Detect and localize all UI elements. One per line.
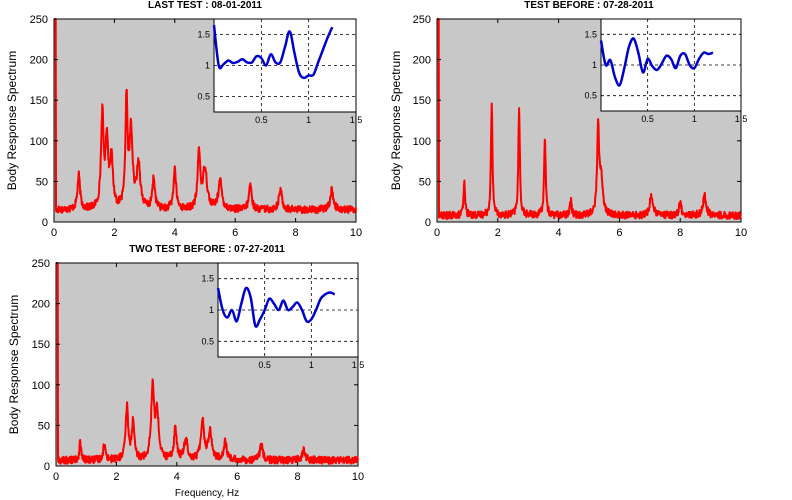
spectrum-series [436, 18, 742, 220]
panel-title: LAST TEST : 08-01-2011 [148, 0, 262, 11]
x-tick-label: 4 [172, 227, 178, 239]
y-tick-label: 50 [38, 420, 50, 432]
y-tick-label: 200 [32, 299, 50, 311]
y-tick-label: 50 [419, 176, 431, 188]
y-tick-label: 100 [32, 380, 50, 392]
y-tick-label: 100 [413, 136, 431, 148]
panel-title: TWO TEST BEFORE : 07-27-2011 [129, 244, 285, 255]
x-axis-label: Frequency, Hz [175, 488, 239, 499]
y-axis-label: Body Response Spectrum [5, 51, 19, 190]
x-tick-label: 10 [352, 471, 364, 483]
y-axis-label: Body Response Spectrum [389, 51, 403, 190]
inset-x-tick-label: 1.5 [350, 115, 363, 125]
inset-x-tick-label: 1 [309, 360, 314, 370]
spectrum-series [55, 262, 359, 465]
x-tick-label: 2 [495, 227, 501, 239]
inset-y-tick-label: 1 [205, 61, 210, 71]
x-tick-label: 0 [434, 227, 440, 239]
x-tick-label: 8 [295, 471, 301, 483]
y-tick-label: 50 [36, 176, 48, 188]
inset-y-tick-label: 1.5 [197, 30, 210, 40]
y-tick-label: 100 [30, 136, 48, 148]
y-tick-label: 0 [44, 461, 50, 473]
inset-area [213, 18, 357, 113]
x-tick-label: 4 [174, 471, 180, 483]
x-tick-label: 8 [293, 227, 299, 239]
inset-y-tick-label: 1.5 [584, 29, 597, 39]
x-tick-label: 0 [53, 471, 59, 483]
inset-y-tick-label: 1 [592, 60, 597, 70]
y-tick-label: 0 [42, 217, 48, 229]
inset-x-tick-label: 1.5 [735, 114, 748, 124]
y-axis-label: Body Response Spectrum [7, 295, 21, 434]
inset-chart: 0.5 1 1.5 0.5 1 1.5 [584, 18, 748, 124]
inset-y-tick-label: 1 [209, 305, 214, 315]
x-tick-label: 10 [735, 227, 747, 239]
inset-y-tick-label: 0.5 [584, 91, 597, 101]
inset-y-tick-label: 1.5 [201, 274, 214, 284]
x-tick-label: 6 [616, 227, 622, 239]
inset-x-tick-label: 0.5 [255, 115, 268, 125]
x-tick-label: 10 [350, 227, 362, 239]
x-tick-label: 6 [234, 471, 240, 483]
y-tick-label: 200 [413, 55, 431, 67]
spectrum-series [53, 18, 357, 215]
y-tick-label: 0 [425, 217, 431, 229]
inset-x-tick-label: 0.5 [258, 360, 271, 370]
panel-title: TEST BEFORE : 07-28-2011 [524, 0, 654, 11]
inset-series [599, 37, 714, 87]
y-tick-label: 150 [30, 95, 48, 107]
inset-chart: 0.5 1 1.5 0.5 1 1.5 [197, 18, 363, 125]
x-tick-label: 0 [51, 227, 57, 239]
inset-y-tick-label: 0.5 [197, 92, 210, 102]
x-tick-label: 2 [111, 227, 117, 239]
y-tick-label: 250 [413, 14, 431, 26]
inset-x-tick-label: 1.5 [352, 360, 365, 370]
x-tick-label: 2 [113, 471, 119, 483]
y-tick-label: 250 [30, 14, 48, 26]
inset-x-tick-label: 0.5 [641, 114, 654, 124]
y-tick-label: 150 [32, 339, 50, 351]
inset-series [212, 25, 334, 80]
x-tick-label: 8 [677, 227, 683, 239]
inset-series [216, 286, 336, 328]
inset-y-tick-label: 0.5 [201, 336, 214, 346]
inset-x-tick-label: 1 [306, 115, 311, 125]
y-tick-label: 250 [32, 258, 50, 270]
inset-x-tick-label: 1 [692, 114, 697, 124]
y-tick-label: 150 [413, 95, 431, 107]
y-tick-label: 200 [30, 55, 48, 67]
x-tick-label: 6 [232, 227, 238, 239]
inset-chart: 0.5 1 1.5 0.5 1 1.5 [201, 262, 365, 370]
x-tick-label: 4 [556, 227, 562, 239]
